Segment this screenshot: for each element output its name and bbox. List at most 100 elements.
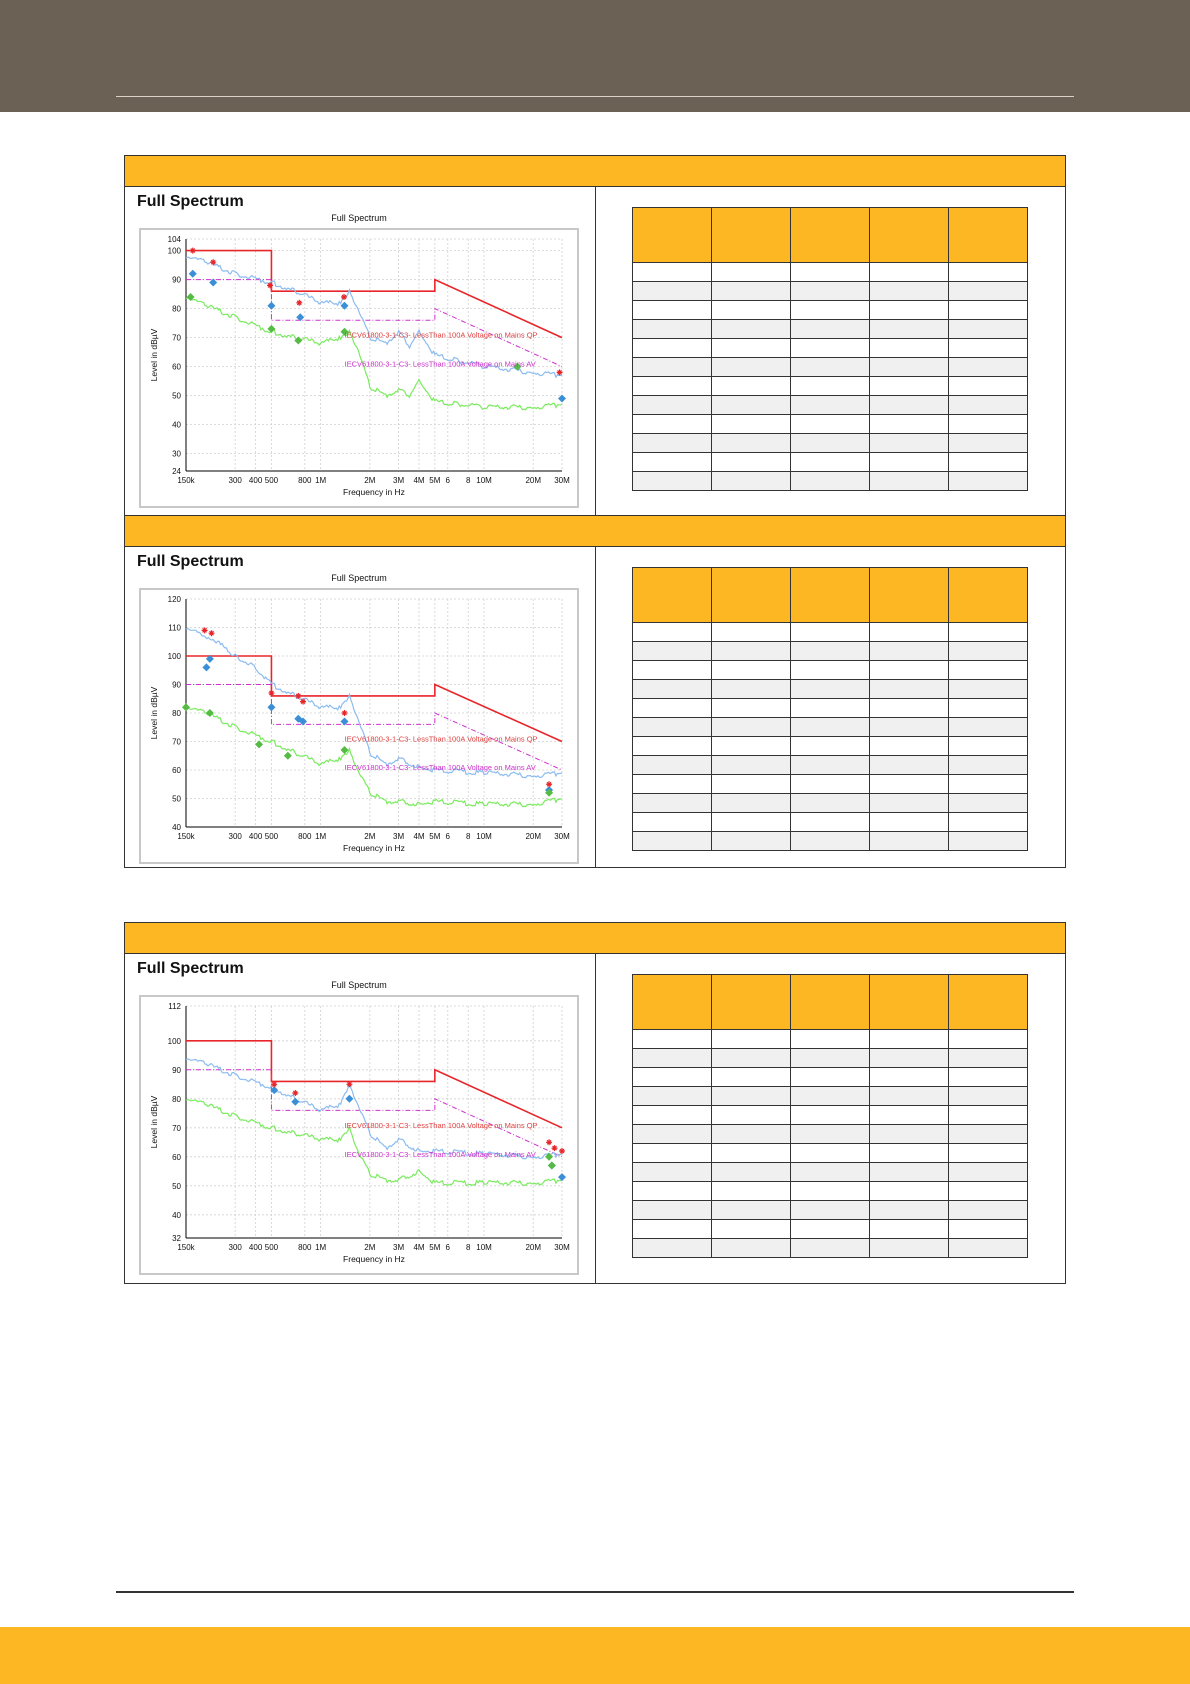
table-cell — [948, 281, 1028, 301]
table-cell — [948, 698, 1028, 718]
page-header-band — [0, 0, 1190, 112]
x-tick-label: 3M — [393, 476, 404, 485]
table-cell — [711, 319, 791, 339]
table-cell — [948, 736, 1028, 756]
table-cell — [632, 755, 712, 775]
table-cell — [948, 414, 1028, 434]
table-header-cell — [948, 567, 1028, 623]
table-cell — [632, 1238, 712, 1258]
table-row — [632, 1086, 1028, 1106]
y-tick-label: 40 — [172, 823, 181, 832]
spectrum-chart-2: Full Spectrum 150k 300 400 500 800 1M 2M 3M 4M 5M 6… — [139, 573, 579, 864]
table-cell — [869, 1086, 949, 1106]
x-tick-label: 1M — [315, 476, 326, 485]
y-tick-label: 100 — [168, 247, 182, 256]
table-cell — [790, 262, 870, 282]
table-header-cell — [632, 207, 712, 263]
x-tick-label: 30M — [554, 1243, 570, 1252]
table-cell — [632, 1181, 712, 1201]
y-tick-label: 80 — [172, 1095, 181, 1104]
measurement-marker — [186, 293, 195, 301]
table-header-cell — [790, 974, 870, 1030]
av-limit-annotation: IECV61800-3-1-C3- LessThan 100A Voltage … — [345, 360, 536, 369]
peak-marker — [271, 1081, 278, 1088]
table-cell — [632, 471, 712, 491]
table-cell — [869, 319, 949, 339]
table-cell — [948, 831, 1028, 851]
table-cell — [632, 1086, 712, 1106]
y-tick-label: 110 — [168, 624, 181, 633]
table-row — [632, 793, 1028, 813]
table-cell — [632, 622, 712, 642]
x-tick-label: 30M — [554, 832, 570, 841]
x-tick-label: 8 — [466, 1243, 471, 1252]
peak-marker — [189, 247, 196, 254]
table-cell — [711, 1086, 791, 1106]
av-limit-line — [186, 279, 563, 368]
table-cell — [869, 1105, 949, 1125]
table-cell — [632, 1048, 712, 1068]
av-limit-annotation: IECV61800-3-1-C3- LessThan 100A Voltage … — [345, 763, 536, 772]
table-cell — [948, 793, 1028, 813]
table-cell — [711, 452, 791, 472]
measurement-marker — [545, 1152, 554, 1161]
x-tick-label: 5M — [429, 1243, 440, 1252]
table-cell — [869, 812, 949, 832]
table-cell — [711, 357, 791, 377]
table-cell — [948, 376, 1028, 396]
table-row — [632, 698, 1028, 718]
table-row — [632, 1067, 1028, 1087]
table-cell — [711, 736, 791, 756]
table-row — [632, 1105, 1028, 1125]
av-limit-annotation: IECV61800-3-1-C3- LessThan 100A Voltage … — [345, 1150, 536, 1159]
table-cell — [711, 1143, 791, 1163]
header-rule — [116, 96, 1074, 97]
y-tick-label: 60 — [172, 363, 181, 372]
table-cell — [948, 1086, 1028, 1106]
table-cell — [790, 1143, 870, 1163]
table-row — [632, 395, 1028, 415]
table-cell — [948, 395, 1028, 415]
table-cell — [632, 338, 712, 358]
measurement-table-1 — [632, 207, 1028, 491]
y-tick-label: 50 — [172, 1182, 181, 1191]
measurement-marker — [267, 301, 276, 310]
x-tick-label: 800 — [298, 476, 312, 485]
table-cell — [790, 319, 870, 339]
table-cell — [948, 1162, 1028, 1182]
table-cell — [711, 831, 791, 851]
y-tick-label: 104 — [168, 235, 182, 244]
peak-marker — [559, 1148, 565, 1154]
table-cell — [948, 774, 1028, 794]
table-cell — [790, 1029, 870, 1049]
x-tick-label: 3M — [393, 832, 404, 841]
table-cell — [711, 1029, 791, 1049]
y-tick-label: 90 — [172, 681, 181, 690]
av-limit-line — [186, 1069, 563, 1158]
table-cell — [790, 755, 870, 775]
table-cell — [711, 1219, 791, 1239]
chart-frame — [139, 995, 579, 1275]
x-tick-label: 300 — [229, 832, 243, 841]
chart-title: Full Spectrum — [331, 213, 387, 223]
table-cell — [790, 1105, 870, 1125]
x-tick-label: 800 — [298, 1243, 312, 1252]
table-cell — [869, 1029, 949, 1049]
table-cell — [869, 698, 949, 718]
table-cell — [869, 622, 949, 642]
table-cell — [790, 281, 870, 301]
table-cell — [711, 1238, 791, 1258]
x-tick-label: 500 — [265, 1243, 279, 1252]
table-cell — [632, 1124, 712, 1144]
table-cell — [869, 1181, 949, 1201]
av-limit-line — [186, 684, 563, 771]
x-tick-label: 500 — [265, 476, 279, 485]
peak-marker — [201, 627, 208, 634]
table-cell — [711, 717, 791, 737]
table-header-cell — [632, 974, 712, 1030]
table-row — [632, 641, 1028, 661]
measurement-marker — [513, 362, 522, 371]
table-cell — [632, 660, 712, 680]
spectrum-chart-1: Full Spectrum 150k 300 400 500 800 1M 2M 3M 4M 5M 6… — [139, 213, 579, 508]
table-cell — [948, 357, 1028, 377]
